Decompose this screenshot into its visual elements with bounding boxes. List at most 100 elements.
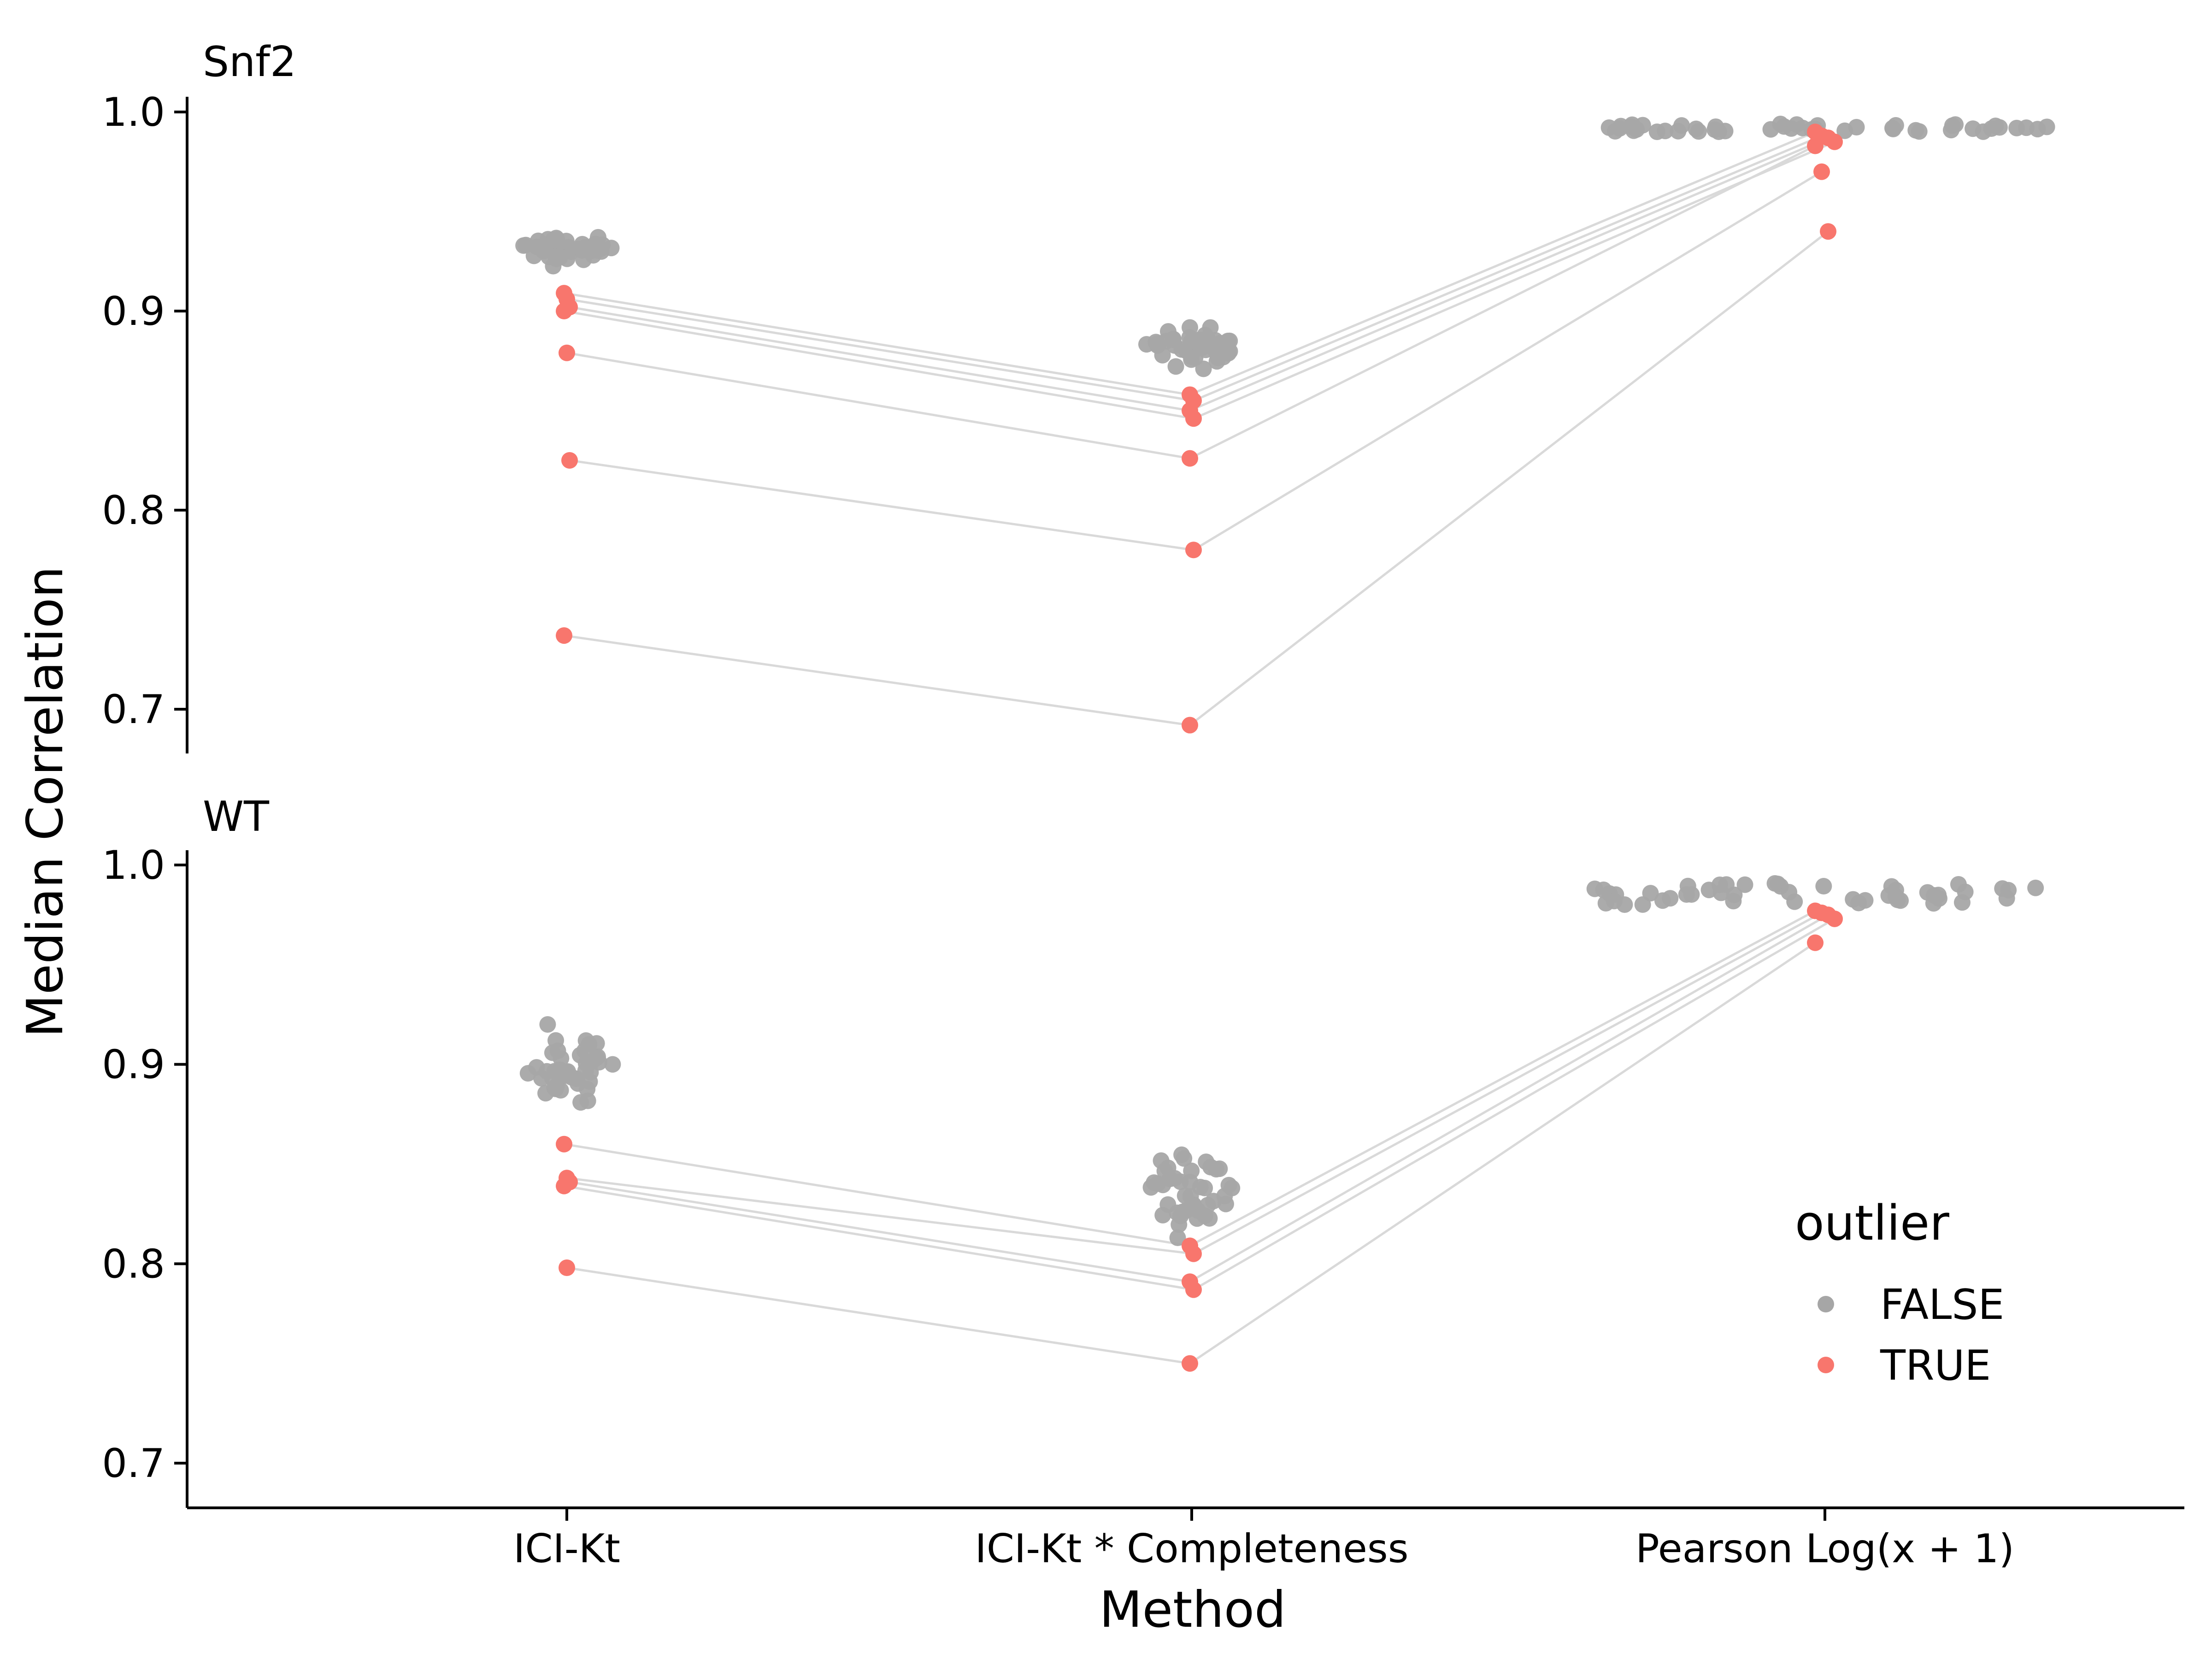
panel-wt: WT 0.7 0.8 0.9 1.0 [102, 793, 2044, 1508]
outlier-connector [564, 141, 1835, 420]
point-false [1718, 876, 1735, 893]
point-true [559, 344, 575, 361]
point-false [1202, 319, 1219, 336]
point-false [1156, 1163, 1173, 1180]
outlier-points [556, 124, 1843, 734]
x-axis: ICI-Kt ICI-Kt * Completeness Pearson Log(x… [187, 1506, 2184, 1572]
point-true [1185, 541, 1202, 559]
point-false [583, 1053, 600, 1070]
point-false [1884, 120, 1901, 137]
point-false [1205, 1193, 1222, 1210]
point-true [1185, 1245, 1202, 1262]
point-false [1182, 1174, 1199, 1191]
point-false [1883, 878, 1900, 895]
y-axis-title: Median Correlation [17, 566, 74, 1038]
point-false [2029, 121, 2046, 138]
point-false [1149, 1175, 1166, 1192]
point-false [535, 242, 552, 259]
point-false [1159, 1196, 1177, 1213]
point-false [1907, 122, 1924, 139]
point-false [515, 237, 532, 254]
point-true [556, 303, 572, 319]
point-true [1807, 934, 1824, 951]
point-false [544, 1070, 561, 1087]
point-true [1185, 1281, 1202, 1298]
point-true [1807, 137, 1824, 154]
point-false [519, 1065, 536, 1082]
point-true [556, 627, 572, 644]
y-tick-label: 0.8 [102, 488, 165, 534]
point-false [539, 1016, 556, 1033]
point-true [1826, 133, 1843, 150]
point-false [1947, 116, 1964, 133]
x-tick-label: Pearson Log(x + 1) [1635, 1526, 2014, 1572]
point-false [1662, 890, 1679, 907]
point-false [1224, 1180, 1241, 1196]
point-false [1781, 883, 1798, 900]
point-false [581, 1073, 598, 1090]
point-false [1169, 1229, 1186, 1246]
point-false [579, 1092, 596, 1109]
point-false [1845, 891, 1862, 908]
point-false [1673, 117, 1690, 134]
point-false [1628, 121, 1645, 138]
point-false [2027, 879, 2044, 896]
point-false [1679, 877, 1696, 894]
point-false [1889, 891, 1906, 908]
point-true [559, 1259, 575, 1276]
point-false [1648, 123, 1665, 140]
y-tick-label: 1.0 [102, 89, 165, 135]
point-false [1167, 358, 1184, 375]
outlier-points [556, 902, 1843, 1372]
outlier-connector [564, 918, 1835, 1291]
point-false [585, 247, 602, 264]
y-tick-label: 1.0 [102, 842, 165, 888]
x-tick-label: ICI-Kt [513, 1526, 620, 1572]
point-false [577, 1032, 594, 1049]
point-false [1159, 323, 1177, 340]
point-false [557, 1067, 574, 1084]
outlier-connector [566, 941, 1816, 1365]
legend-title: outlier [1795, 1195, 1949, 1251]
point-true [1182, 1355, 1198, 1372]
point-false [1172, 1207, 1189, 1224]
point-true [1820, 223, 1836, 240]
point-true [561, 452, 578, 469]
point-false [1211, 1160, 1228, 1177]
point-true [1185, 410, 1202, 427]
y-tick-label: 0.9 [102, 288, 165, 335]
point-false [1836, 122, 1853, 139]
point-false [1930, 887, 1947, 904]
point-false [1762, 121, 1779, 138]
point-true [556, 1135, 572, 1153]
legend-label-true: TRUE [1880, 1341, 1991, 1390]
point-false [1606, 893, 1623, 910]
panels: Snf2 0.7 0.8 0.9 1.0 WT 0.7 0.8 0.9 1.0 [102, 38, 2055, 1508]
point-false [1600, 119, 1618, 136]
point-false [1736, 876, 1753, 893]
point-true [1813, 163, 1830, 180]
point-false [1176, 1150, 1193, 1167]
legend: outlier FALSE TRUE [1795, 1195, 2004, 1390]
y-tick-label: 0.7 [102, 687, 165, 733]
normal-points [519, 875, 2044, 1246]
outlier-connector [569, 913, 1829, 1283]
point-false [1220, 345, 1237, 362]
point-false [1183, 333, 1200, 350]
x-tick-label: ICI-Kt * Completeness [975, 1526, 1408, 1572]
normal-points [515, 116, 2055, 377]
point-false [1857, 892, 1874, 909]
point-true [1826, 910, 1843, 927]
point-false [1189, 1202, 1206, 1219]
point-false [2000, 882, 2017, 899]
point-false [1965, 120, 1982, 137]
point-false [545, 258, 562, 275]
point-false [544, 1044, 561, 1061]
point-false [1710, 123, 1727, 140]
point-false [1197, 341, 1214, 359]
point-false [1987, 118, 2004, 135]
point-false [1634, 896, 1651, 913]
panel-snf2: Snf2 0.7 0.8 0.9 1.0 [102, 38, 2055, 753]
y-tick-label: 0.7 [102, 1441, 165, 1487]
